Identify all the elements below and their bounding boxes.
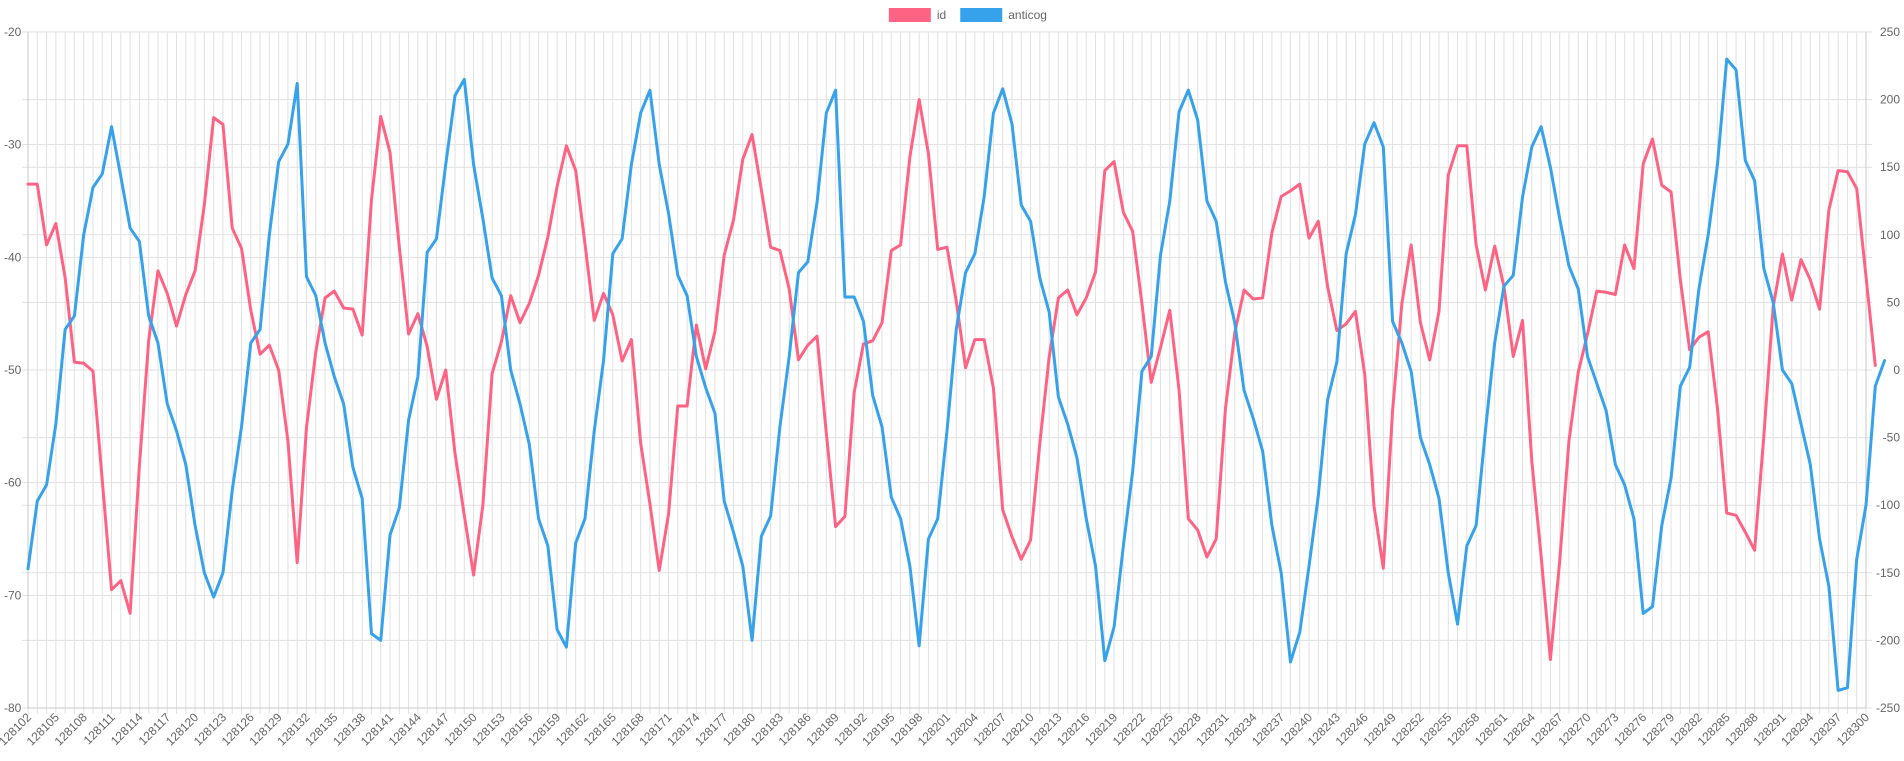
y-left-tick-label: -70 bbox=[4, 588, 22, 602]
y-right-tick-label: 50 bbox=[1887, 295, 1901, 309]
series-line-anticog bbox=[26, 57, 1887, 692]
y-right-tick-label: 100 bbox=[1880, 228, 1900, 242]
y-right-tick-label: -50 bbox=[1883, 431, 1901, 445]
y-right-tick-label: -150 bbox=[1876, 566, 1900, 580]
y-right-tick-label: 0 bbox=[1893, 363, 1900, 377]
series-line-id bbox=[26, 98, 1877, 662]
y-left-tick-label: -50 bbox=[4, 363, 22, 377]
grid bbox=[22, 31, 1872, 714]
legend-label: anticog bbox=[1008, 8, 1047, 22]
series-lines bbox=[26, 57, 1887, 692]
y-right-tick-label: -250 bbox=[1876, 701, 1900, 715]
y-right-tick-label: 250 bbox=[1880, 25, 1900, 39]
legend: id anticog bbox=[888, 8, 1047, 22]
y-left-tick-label: -20 bbox=[4, 25, 22, 39]
y-right-tick-label: -200 bbox=[1876, 633, 1900, 647]
legend-label: id bbox=[937, 8, 946, 22]
y-right-tick-label: -100 bbox=[1876, 498, 1900, 512]
legend-swatch bbox=[960, 8, 1003, 22]
y-left-tick-label: -30 bbox=[4, 138, 22, 152]
y-left-tick-label: -40 bbox=[4, 250, 22, 264]
legend-item-id[interactable]: id bbox=[888, 8, 946, 22]
legend-swatch bbox=[888, 8, 931, 22]
y-right-tick-label: 150 bbox=[1880, 160, 1900, 174]
legend-item-anticog[interactable]: anticog bbox=[960, 8, 1047, 22]
y-right-tick-label: 200 bbox=[1880, 93, 1900, 107]
y-left-tick-label: -60 bbox=[4, 476, 22, 490]
y-left-tick-label: -80 bbox=[4, 701, 22, 715]
